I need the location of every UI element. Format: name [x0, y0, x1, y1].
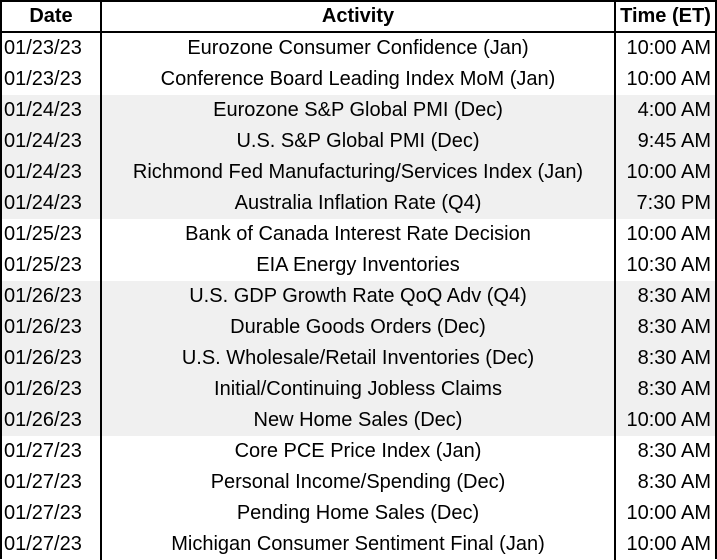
table-row: 01/26/23 U.S. Wholesale/Retail Inventorie… [2, 343, 715, 374]
time-header: Time (ET) [614, 2, 715, 33]
table-row: 01/27/23 Pending Home Sales (Dec) 10:00 AM [2, 498, 715, 529]
date-cell: 01/25/23 [2, 250, 101, 281]
activity-cell: U.S. GDP Growth Rate QoQ Adv (Q4) [100, 281, 615, 312]
activity-cell: U.S. S&P Global PMI (Dec) [100, 126, 615, 157]
table-row: 01/25/23 EIA Energy Inventories 10:30 AM [2, 250, 715, 281]
activity-cell: Core PCE Price Index (Jan) [100, 436, 615, 467]
activity-cell: Australia Inflation Rate (Q4) [100, 188, 615, 219]
date-cell: 01/24/23 [2, 95, 101, 126]
time-cell: 9:45 AM [614, 126, 715, 157]
date-cell: 01/26/23 [2, 374, 101, 405]
time-cell: 7:30 PM [614, 188, 715, 219]
activity-header: Activity [100, 2, 615, 33]
table-row: 01/23/23 Eurozone Consumer Confidence (Ja… [2, 32, 715, 64]
activity-cell: Pending Home Sales (Dec) [100, 498, 615, 529]
table-body: 01/23/23 Eurozone Consumer Confidence (Ja… [2, 32, 715, 560]
date-cell: 01/27/23 [2, 467, 101, 498]
time-cell: 8:30 AM [614, 312, 715, 343]
date-cell: 01/24/23 [2, 188, 101, 219]
table-row: 01/26/23 U.S. GDP Growth Rate QoQ Adv (Q4… [2, 281, 715, 312]
time-cell: 8:30 AM [614, 467, 715, 498]
time-cell: 10:00 AM [614, 157, 715, 188]
activity-cell: Initial/Continuing Jobless Claims [100, 374, 615, 405]
date-cell: 01/24/23 [2, 126, 101, 157]
table-row: 01/24/23 Richmond Fed Manufacturing/Servi… [2, 157, 715, 188]
table-row: 01/24/23 U.S. S&P Global PMI (Dec) 9:45 AM [2, 126, 715, 157]
activity-cell: Conference Board Leading Index MoM (Jan) [100, 64, 615, 95]
time-cell: 8:30 AM [614, 281, 715, 312]
table-row: 01/24/23 Australia Inflation Rate (Q4) 7:3… [2, 188, 715, 219]
date-cell: 01/27/23 [2, 529, 101, 560]
activity-cell: Richmond Fed Manufacturing/Services Inde… [100, 157, 615, 188]
activity-cell: U.S. Wholesale/Retail Inventories (Dec) [100, 343, 615, 374]
table-row: 01/26/23 New Home Sales (Dec) 10:00 AM [2, 405, 715, 436]
activity-cell: Bank of Canada Interest Rate Decision [100, 219, 615, 250]
date-cell: 01/23/23 [2, 32, 101, 64]
activity-cell: Eurozone Consumer Confidence (Jan) [100, 32, 615, 64]
activity-cell: Durable Goods Orders (Dec) [100, 312, 615, 343]
date-cell: 01/25/23 [2, 219, 101, 250]
time-cell: 10:00 AM [614, 405, 715, 436]
activity-cell: Personal Income/Spending (Dec) [100, 467, 615, 498]
time-cell: 8:30 AM [614, 436, 715, 467]
time-cell: 10:00 AM [614, 64, 715, 95]
date-cell: 01/26/23 [2, 281, 101, 312]
time-cell: 10:00 AM [614, 529, 715, 560]
date-cell: 01/24/23 [2, 157, 101, 188]
time-cell: 10:30 AM [614, 250, 715, 281]
table-row: 01/24/23 Eurozone S&P Global PMI (Dec) 4:0… [2, 95, 715, 126]
table-row: 01/27/23 Personal Income/Spending (Dec) 8:… [2, 467, 715, 498]
date-cell: 01/27/23 [2, 436, 101, 467]
date-header: Date [2, 2, 101, 33]
date-cell: 01/26/23 [2, 405, 101, 436]
time-cell: 10:00 AM [614, 32, 715, 64]
table-row: 01/26/23 Initial/Continuing Jobless Claim… [2, 374, 715, 405]
header-row: Date Activity Time (ET) [2, 2, 715, 33]
table-row: 01/25/23 Bank of Canada Interest Rate Dec… [2, 219, 715, 250]
time-cell: 8:30 AM [614, 343, 715, 374]
time-cell: 8:30 AM [614, 374, 715, 405]
time-cell: 4:00 AM [614, 95, 715, 126]
activity-cell: Eurozone S&P Global PMI (Dec) [100, 95, 615, 126]
date-cell: 01/23/23 [2, 64, 101, 95]
time-cell: 10:00 AM [614, 498, 715, 529]
time-cell: 10:00 AM [614, 219, 715, 250]
table-row: 01/27/23 Core PCE Price Index (Jan) 8:30 A… [2, 436, 715, 467]
table-row: 01/23/23 Conference Board Leading Index M… [2, 64, 715, 95]
date-cell: 01/26/23 [2, 312, 101, 343]
activity-cell: Michigan Consumer Sentiment Final (Jan) [100, 529, 615, 560]
date-cell: 01/27/23 [2, 498, 101, 529]
date-cell: 01/26/23 [2, 343, 101, 374]
activity-cell: EIA Energy Inventories [100, 250, 615, 281]
table-row: 01/27/23 Michigan Consumer Sentiment Fina… [2, 529, 715, 560]
table-row: 01/26/23 Durable Goods Orders (Dec) 8:30 A… [2, 312, 715, 343]
activity-cell: New Home Sales (Dec) [100, 405, 615, 436]
